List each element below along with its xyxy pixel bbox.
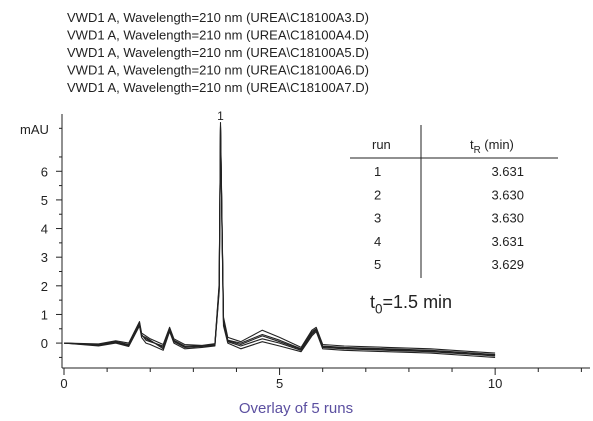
y-tick-label: 3 bbox=[41, 250, 48, 265]
y-axis-label: mAU bbox=[20, 122, 49, 137]
y-tick-label: 0 bbox=[41, 336, 48, 351]
y-tick-label: 5 bbox=[41, 193, 48, 208]
legend-entry: VWD1 A, Wavelength=210 nm (UREA\C18100A3… bbox=[67, 10, 369, 25]
y-tick-label: 4 bbox=[41, 222, 48, 237]
x-tick-label: 10 bbox=[488, 376, 502, 391]
y-tick-label: 6 bbox=[41, 164, 48, 179]
table-cell: 5 bbox=[374, 257, 381, 272]
trace bbox=[63, 122, 496, 354]
trace bbox=[63, 126, 496, 356]
y-tick-label: 2 bbox=[41, 279, 48, 294]
table-header-main: t bbox=[470, 137, 474, 152]
table-cell: 4 bbox=[374, 234, 381, 249]
table-cell: 3.631 bbox=[491, 164, 524, 179]
dead-time-rest: =1.5 min bbox=[383, 292, 453, 312]
legend-entry: VWD1 A, Wavelength=210 nm (UREA\C18100A7… bbox=[67, 80, 369, 95]
table-cell: 3.630 bbox=[491, 211, 524, 226]
legend-entry: VWD1 A, Wavelength=210 nm (UREA\C18100A5… bbox=[67, 45, 369, 60]
table-cell: 3 bbox=[374, 211, 381, 226]
table-cell: 3.631 bbox=[491, 234, 524, 249]
caption: Overlay of 5 runs bbox=[239, 400, 353, 417]
table-header: tR (min) bbox=[470, 137, 514, 156]
x-tick-label: 5 bbox=[276, 376, 283, 391]
y-tick-label: 1 bbox=[41, 307, 48, 322]
legend-entry: VWD1 A, Wavelength=210 nm (UREA\C18100A4… bbox=[67, 28, 369, 43]
table-cell: 1 bbox=[374, 164, 381, 179]
table-header-sub: R bbox=[474, 145, 481, 156]
table-cell: 3.629 bbox=[491, 257, 524, 272]
peak-label: 1 bbox=[217, 109, 224, 123]
dead-time-sub: 0 bbox=[375, 301, 383, 316]
trace bbox=[63, 129, 496, 358]
table-cell: 3.630 bbox=[491, 187, 524, 202]
trace bbox=[63, 127, 496, 357]
x-tick-label: 0 bbox=[60, 376, 67, 391]
trace bbox=[63, 124, 496, 356]
dead-time: t0=1.5 min bbox=[370, 292, 452, 316]
table-header: run bbox=[372, 137, 391, 152]
dead-time-main: t bbox=[370, 292, 375, 312]
legend-entry: VWD1 A, Wavelength=210 nm (UREA\C18100A6… bbox=[67, 63, 369, 78]
table-header-rest: (min) bbox=[481, 137, 514, 152]
table-cell: 2 bbox=[374, 187, 381, 202]
